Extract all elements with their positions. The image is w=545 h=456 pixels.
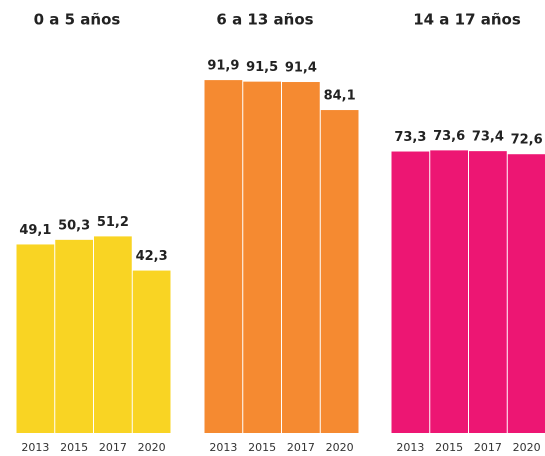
bar xyxy=(507,154,545,433)
value-label: 91,5 xyxy=(246,60,278,75)
x-tick-label: 2013 xyxy=(396,441,424,454)
bar xyxy=(55,239,93,433)
bar xyxy=(430,150,468,433)
bar xyxy=(282,82,320,434)
value-label: 73,3 xyxy=(394,130,426,145)
bar xyxy=(132,270,171,433)
bar xyxy=(94,236,132,433)
value-label: 50,3 xyxy=(58,218,90,233)
chart-title: 6 a 13 años xyxy=(216,11,313,29)
x-tick-label: 2015 xyxy=(435,441,463,454)
bar xyxy=(16,244,55,433)
value-label: 51,2 xyxy=(97,215,129,230)
value-label: 73,6 xyxy=(433,129,465,144)
x-tick-label: 2020 xyxy=(513,441,541,454)
x-tick-label: 2015 xyxy=(60,441,88,454)
bar xyxy=(204,80,243,433)
value-label: 84,1 xyxy=(324,89,356,104)
x-tick-label: 2013 xyxy=(21,441,49,454)
chart-title: 14 a 17 años xyxy=(413,11,521,29)
value-label: 49,1 xyxy=(19,223,51,238)
x-tick-label: 2020 xyxy=(138,441,166,454)
value-label: 72,6 xyxy=(511,133,543,148)
chart-title: 0 a 5 años xyxy=(34,11,121,29)
x-tick-label: 2017 xyxy=(287,441,315,454)
x-tick-label: 2013 xyxy=(209,441,237,454)
bar xyxy=(243,81,281,433)
x-tick-label: 2017 xyxy=(474,441,502,454)
bar xyxy=(469,151,507,434)
value-label: 91,4 xyxy=(285,61,317,76)
value-label: 42,3 xyxy=(136,249,168,264)
value-label: 73,4 xyxy=(472,130,504,145)
value-label: 91,9 xyxy=(207,59,239,74)
x-tick-label: 2020 xyxy=(326,441,354,454)
bar xyxy=(391,151,430,433)
x-tick-label: 2017 xyxy=(99,441,127,454)
bar xyxy=(320,110,359,433)
x-tick-label: 2015 xyxy=(248,441,276,454)
